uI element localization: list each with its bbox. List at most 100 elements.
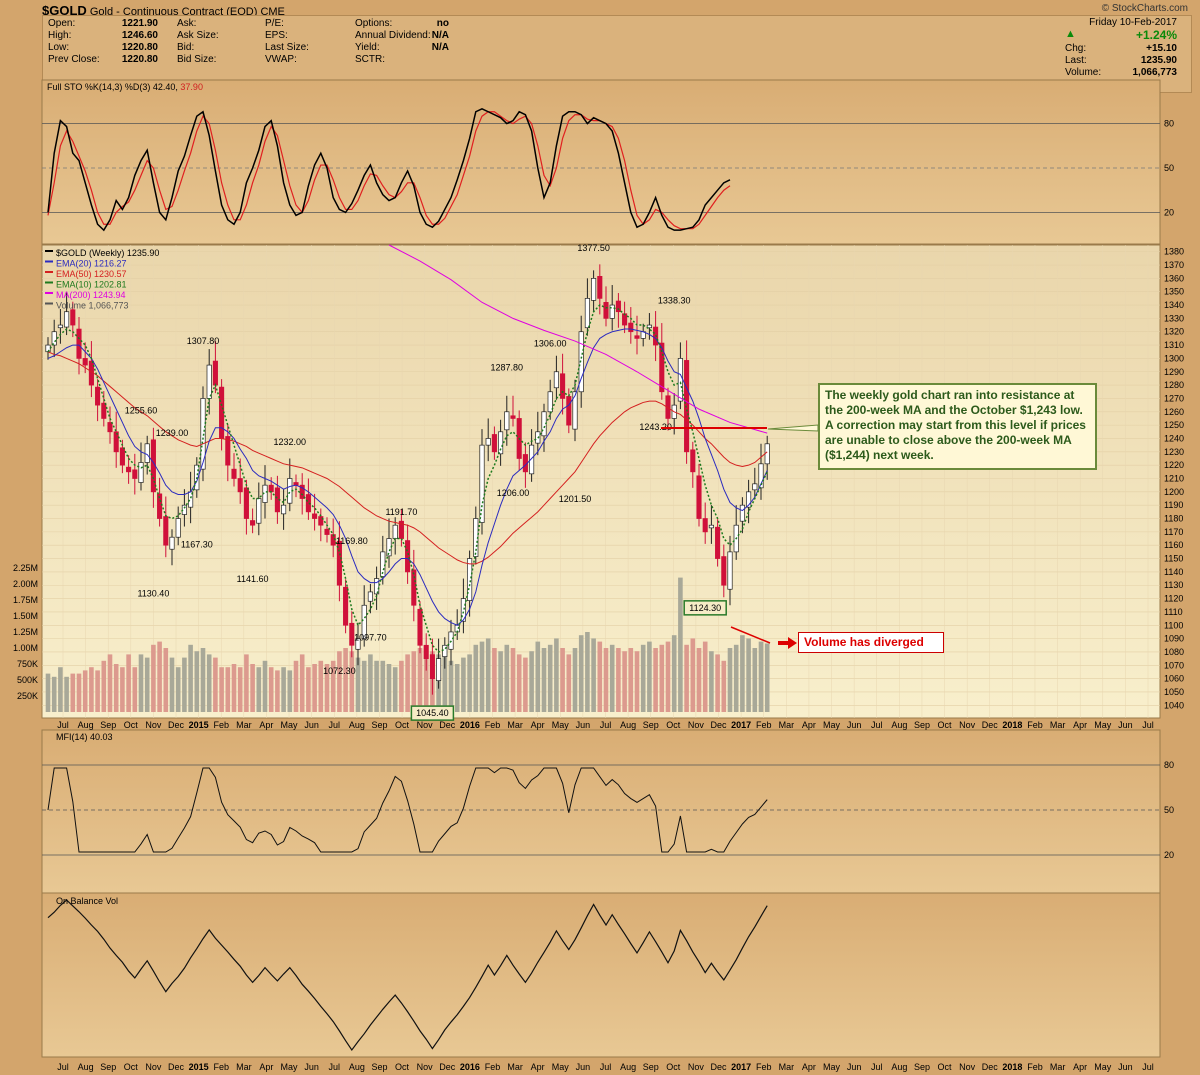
price-callout: 1377.50	[577, 243, 610, 253]
x-axis-label-bottom: Oct	[124, 1062, 139, 1072]
x-axis-label-bottom: Nov	[145, 1062, 162, 1072]
obv-panel	[41, 892, 1161, 1058]
price-tick-label: 1070	[1164, 660, 1184, 670]
candle-body	[405, 540, 411, 573]
volume-bar	[764, 643, 770, 712]
x-axis-label-bottom: Apr	[259, 1062, 273, 1072]
price-callout: 1169.80	[336, 536, 368, 546]
x-axis-label: Dec	[168, 720, 185, 730]
volume-tick-label: 750K	[17, 659, 38, 669]
volume-bar	[256, 667, 262, 712]
mfi-line	[47, 767, 768, 853]
x-axis-label-bottom: Sep	[914, 1062, 930, 1072]
price-tick-label: 1130	[1164, 580, 1183, 590]
volume-bar	[45, 673, 51, 712]
price-tick-label: 1110	[1164, 607, 1183, 617]
candle-body	[721, 556, 727, 586]
volume-bar	[380, 660, 386, 712]
price-panel	[41, 244, 1161, 719]
volume-bar	[262, 660, 268, 712]
candle-body	[374, 578, 380, 595]
boxed-callout-frame	[683, 600, 727, 616]
x-axis-label-bottom: Oct	[938, 1062, 953, 1072]
volume-bar	[733, 644, 739, 712]
candle-body	[547, 391, 553, 413]
x-axis-label: Aug	[78, 720, 94, 730]
candle-body	[690, 449, 696, 473]
volume-bar	[578, 635, 584, 712]
candle-body	[305, 494, 311, 513]
volume-bar	[554, 638, 559, 712]
x-axis-label: Sep	[371, 720, 387, 730]
price-tick-label: 1230	[1164, 447, 1184, 457]
candle-body	[82, 358, 88, 366]
volume-bar	[529, 651, 534, 712]
price-callouts: 1307.80 1255.60 1239.00 1167.30 1130.40 1232.…	[125, 243, 727, 721]
volume-bar	[473, 644, 479, 712]
volume-bar	[250, 664, 255, 712]
candle-body	[659, 342, 665, 393]
price-tick-label: 1360	[1164, 273, 1184, 283]
volume-bar	[690, 638, 696, 712]
candle-body	[727, 551, 733, 590]
volume-tick-label: 2.25M	[13, 563, 38, 573]
ma200-line	[388, 244, 768, 434]
x-axis-label-bottom: Dec	[168, 1062, 185, 1072]
last-label: Last:	[1065, 55, 1087, 66]
volume-bar	[634, 651, 640, 712]
price-tick-label: 1150	[1164, 554, 1183, 564]
candle-body	[95, 386, 101, 406]
open-label: Open:	[48, 18, 76, 29]
eps-label: EPS:	[265, 30, 288, 41]
volume-bar	[560, 648, 565, 712]
x-axis-label: Sep	[100, 720, 116, 730]
volume-tick-label: 250K	[17, 691, 38, 701]
price-callout: 1232.00	[274, 437, 307, 447]
candle-body	[392, 524, 398, 539]
legend-entry: EMA(20) 1216.27	[56, 259, 127, 269]
x-axis-label-bottom: Apr	[531, 1062, 545, 1072]
legend-swatch	[45, 250, 53, 252]
volume-bar	[169, 657, 175, 712]
volume-divergence-line	[730, 626, 771, 644]
x-axis-label: Oct	[666, 720, 681, 730]
x-axis-label: Oct	[395, 720, 410, 730]
x-axis-label: Nov	[417, 720, 434, 730]
candle-body	[64, 311, 70, 328]
x-axis-label-bottom: May	[281, 1062, 299, 1072]
x-axis-label: Apr	[531, 720, 545, 730]
volume-bar	[510, 648, 516, 712]
volume-bar	[70, 673, 76, 712]
volume-bar	[95, 670, 100, 712]
x-axis-label-bottom: Jun	[576, 1062, 591, 1072]
volume-bar	[665, 641, 671, 712]
prev-close-value: 1220.80	[121, 54, 158, 65]
volume-tick-label: 1.00M	[13, 643, 38, 653]
arrow-left-icon	[778, 637, 797, 649]
legend-entry: EMA(10) 1202.81	[56, 280, 127, 290]
x-axis-label: 2016	[460, 720, 480, 730]
volume-bar	[640, 644, 646, 712]
x-axis-label: Jul	[871, 720, 883, 730]
price-tick-label: 1250	[1164, 420, 1184, 430]
candle-body	[429, 654, 435, 679]
volume-bar	[194, 651, 200, 712]
candle-body	[442, 644, 448, 657]
candle-body	[336, 540, 342, 586]
candle-body	[566, 396, 572, 426]
volume-bar	[721, 660, 727, 712]
volume-bar	[151, 644, 156, 712]
x-axis-label-bottom: Feb	[756, 1062, 772, 1072]
x-axis-label: Jul	[57, 720, 69, 730]
candle-body	[584, 298, 590, 329]
volume-bar	[89, 667, 94, 712]
volume-bar	[399, 660, 404, 712]
price-tick-label: 1120	[1164, 594, 1183, 604]
high-value: 1246.60	[121, 30, 158, 41]
x-axis-label: Jul	[1142, 720, 1154, 730]
candle-body	[343, 586, 349, 626]
low-label: Low:	[48, 42, 70, 53]
price-tick-label: 1210	[1164, 474, 1184, 484]
prev-close-label: Prev Close:	[48, 54, 100, 65]
volume-bar	[678, 577, 683, 712]
